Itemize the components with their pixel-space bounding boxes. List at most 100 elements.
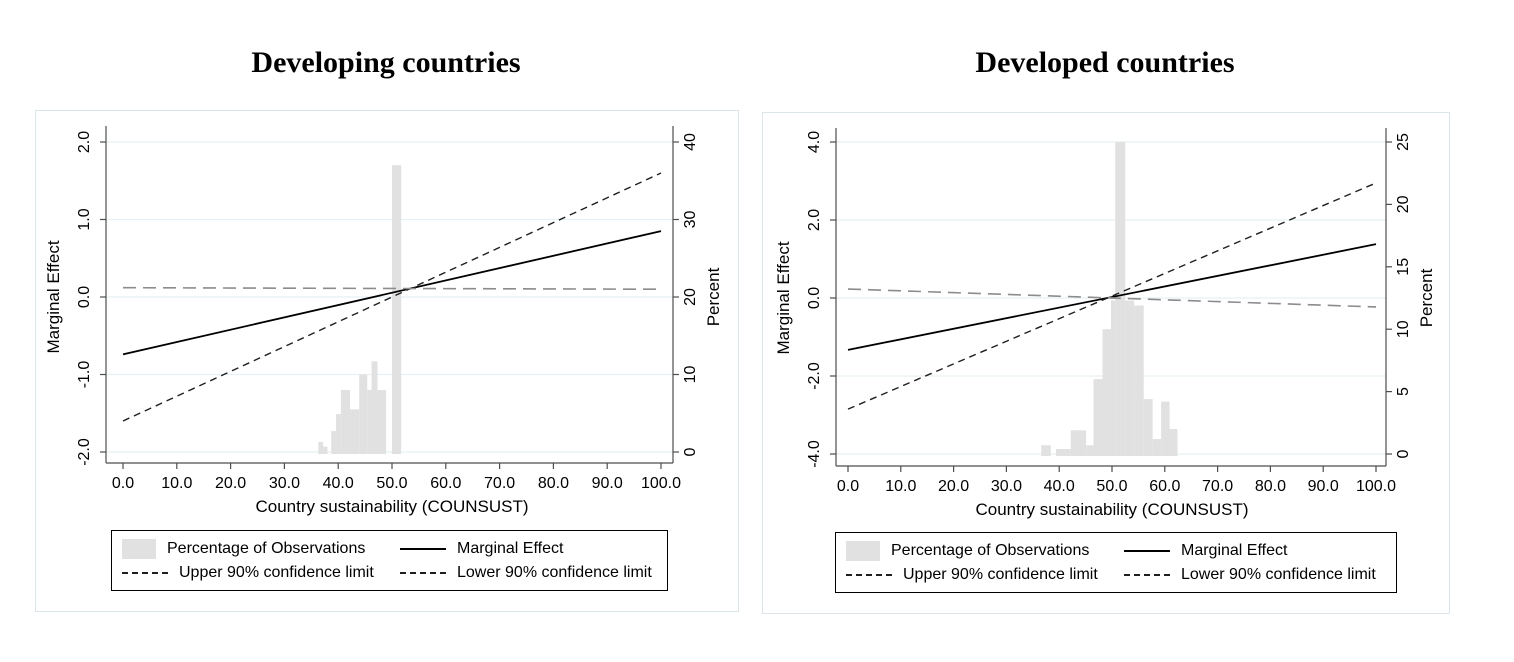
- histogram-bar: [1086, 445, 1094, 456]
- histogram-bar: [1041, 445, 1051, 456]
- dashed-line-swatch: [122, 572, 168, 574]
- developed-countries-chart: 0.0 10.0 20.0 30.0 40.0 50.0 60.0 70.0 80.0 90.0 1…: [762, 112, 1450, 614]
- histogram-bar: [1134, 305, 1144, 456]
- legend-label: Marginal Effect: [457, 540, 564, 557]
- x-tick-label: 70.0: [1202, 478, 1233, 495]
- x-tick-label: 30.0: [269, 475, 300, 492]
- legend-item-observations: Percentage of Observations: [846, 541, 1124, 561]
- legend: Percentage of Observations Marginal Effe…: [835, 532, 1397, 593]
- confidence-limit-flat-line: [122, 286, 662, 291]
- solid-line-swatch: [400, 548, 446, 550]
- histogram-bar: [340, 390, 351, 454]
- developing-countries-plot: 0.0 10.0 20.0 30.0 40.0 50.0 60.0 70.0 80.0 90.0 1…: [44, 126, 723, 516]
- histogram-bar: [1161, 401, 1170, 456]
- confidence-limit-flat-line: [847, 288, 1377, 308]
- x-tick-label: 10.0: [161, 475, 192, 492]
- x-tick-label: 70.0: [484, 475, 515, 492]
- y-right-tick-label: 10: [682, 366, 699, 384]
- legend-item-upper-ci: Upper 90% confidence limit: [122, 564, 400, 582]
- developed-countries-plot: 0.0 10.0 20.0 30.0 40.0 50.0 60.0 70.0 80.0 90.0 1…: [774, 128, 1436, 519]
- x-tick-label: 0.0: [837, 478, 859, 495]
- x-axis-title: Country sustainability (COUNSUST): [255, 497, 528, 516]
- y-right-tick-label: 30: [682, 211, 699, 229]
- histogram-bar: [1070, 430, 1087, 456]
- legend-label: Upper 90% confidence limit: [903, 566, 1098, 583]
- x-tick-label: 40.0: [323, 475, 354, 492]
- x-tick-label: 50.0: [376, 475, 407, 492]
- x-tick-label: 90.0: [592, 475, 623, 492]
- legend-item-lower-ci: Lower 90% confidence limit: [400, 564, 657, 582]
- y-left-tick-label: 1.0: [76, 208, 93, 230]
- histogram-bar: [318, 441, 324, 454]
- histogram-bar: [323, 446, 328, 454]
- x-tick-label: 60.0: [430, 475, 461, 492]
- x-tick-label: 20.0: [938, 478, 969, 495]
- histogram-bar: [377, 390, 387, 454]
- y-right-tick-label: 5: [1395, 387, 1412, 396]
- histogram-bar: [331, 431, 337, 454]
- legend-label: Lower 90% confidence limit: [457, 564, 652, 581]
- legend-label: Percentage of Observations: [167, 540, 366, 557]
- developing-countries-chart: 0.0 10.0 20.0 30.0 40.0 50.0 60.0 70.0 80.0 90.0 1…: [35, 110, 739, 612]
- dashed-line-swatch: [400, 572, 446, 574]
- x-tick-label: 100.0: [1356, 478, 1396, 495]
- legend-label: Lower 90% confidence limit: [1181, 566, 1376, 583]
- histogram-swatch: [846, 541, 880, 561]
- y-right-axis-title: Percent: [1417, 268, 1436, 327]
- y-left-axis-title: Marginal Effect: [44, 240, 63, 353]
- y-right-tick-label: 10: [1395, 320, 1412, 338]
- y-left-axis-title: Marginal Effect: [774, 241, 793, 354]
- legend-item-marginal-effect: Marginal Effect: [400, 540, 657, 558]
- legend: Percentage of Observations Marginal Effe…: [111, 530, 668, 591]
- histogram-bar: [359, 374, 368, 454]
- dashed-line-swatch: [1124, 574, 1170, 576]
- marginal-effect-line: [847, 243, 1377, 351]
- x-tick-label: 0.0: [112, 475, 134, 492]
- legend-label: Marginal Effect: [1181, 542, 1288, 559]
- legend-label: Upper 90% confidence limit: [179, 564, 374, 581]
- x-axis-title: Country sustainability (COUNSUST): [975, 500, 1248, 519]
- confidence-limit-steep-line: [122, 172, 662, 422]
- histogram-bar: [1143, 399, 1153, 456]
- histogram-bar: [336, 414, 341, 454]
- y-left-tick-label: 0.0: [76, 286, 93, 308]
- marginal-effect-line: [122, 230, 662, 356]
- y-left-tick-label: 4.0: [806, 131, 823, 153]
- y-left-tick-label: 0.0: [806, 287, 823, 309]
- y-left-tick-label: -4.0: [806, 440, 823, 468]
- y-right-tick-label: 20: [1395, 195, 1412, 213]
- y-right-tick-label: 0: [1395, 449, 1412, 458]
- y-right-tick-label: 40: [682, 133, 699, 151]
- legend-item-upper-ci: Upper 90% confidence limit: [846, 566, 1124, 584]
- histogram-bar: [1125, 300, 1135, 456]
- x-tick-label: 60.0: [1149, 478, 1180, 495]
- y-right-tick-label: 15: [1395, 258, 1412, 276]
- y-right-tick-label: 25: [1395, 133, 1412, 151]
- histogram-bar: [1093, 379, 1103, 456]
- y-right-axis-title: Percent: [704, 267, 723, 326]
- histogram-bar: [1169, 429, 1178, 456]
- x-tick-label: 90.0: [1308, 478, 1339, 495]
- x-tick-label: 50.0: [1096, 478, 1127, 495]
- legend-item-lower-ci: Lower 90% confidence limit: [1124, 566, 1386, 584]
- y-left-tick-label: 2.0: [76, 131, 93, 153]
- x-tick-label: 20.0: [215, 475, 246, 492]
- y-left-tick-label: -2.0: [76, 438, 93, 466]
- chart-title-developing: Developing countries: [251, 46, 521, 79]
- x-tick-label: 100.0: [641, 475, 681, 492]
- x-tick-label: 80.0: [538, 475, 569, 492]
- x-tick-label: 10.0: [885, 478, 916, 495]
- y-left-tick-label: 2.0: [806, 209, 823, 231]
- y-left-tick-label: -1.0: [76, 361, 93, 389]
- histogram-bar: [350, 409, 360, 454]
- histogram-bar: [367, 390, 372, 454]
- legend-item-observations: Percentage of Observations: [122, 539, 400, 559]
- histogram-bar: [1102, 329, 1111, 456]
- solid-line-swatch: [1124, 550, 1170, 552]
- histogram-bar: [1056, 449, 1071, 456]
- y-right-tick-label: 0: [682, 447, 699, 456]
- x-tick-label: 40.0: [1044, 478, 1075, 495]
- y-right-tick-label: 20: [682, 288, 699, 306]
- dashed-line-swatch: [846, 574, 892, 576]
- histogram-bar: [392, 165, 402, 454]
